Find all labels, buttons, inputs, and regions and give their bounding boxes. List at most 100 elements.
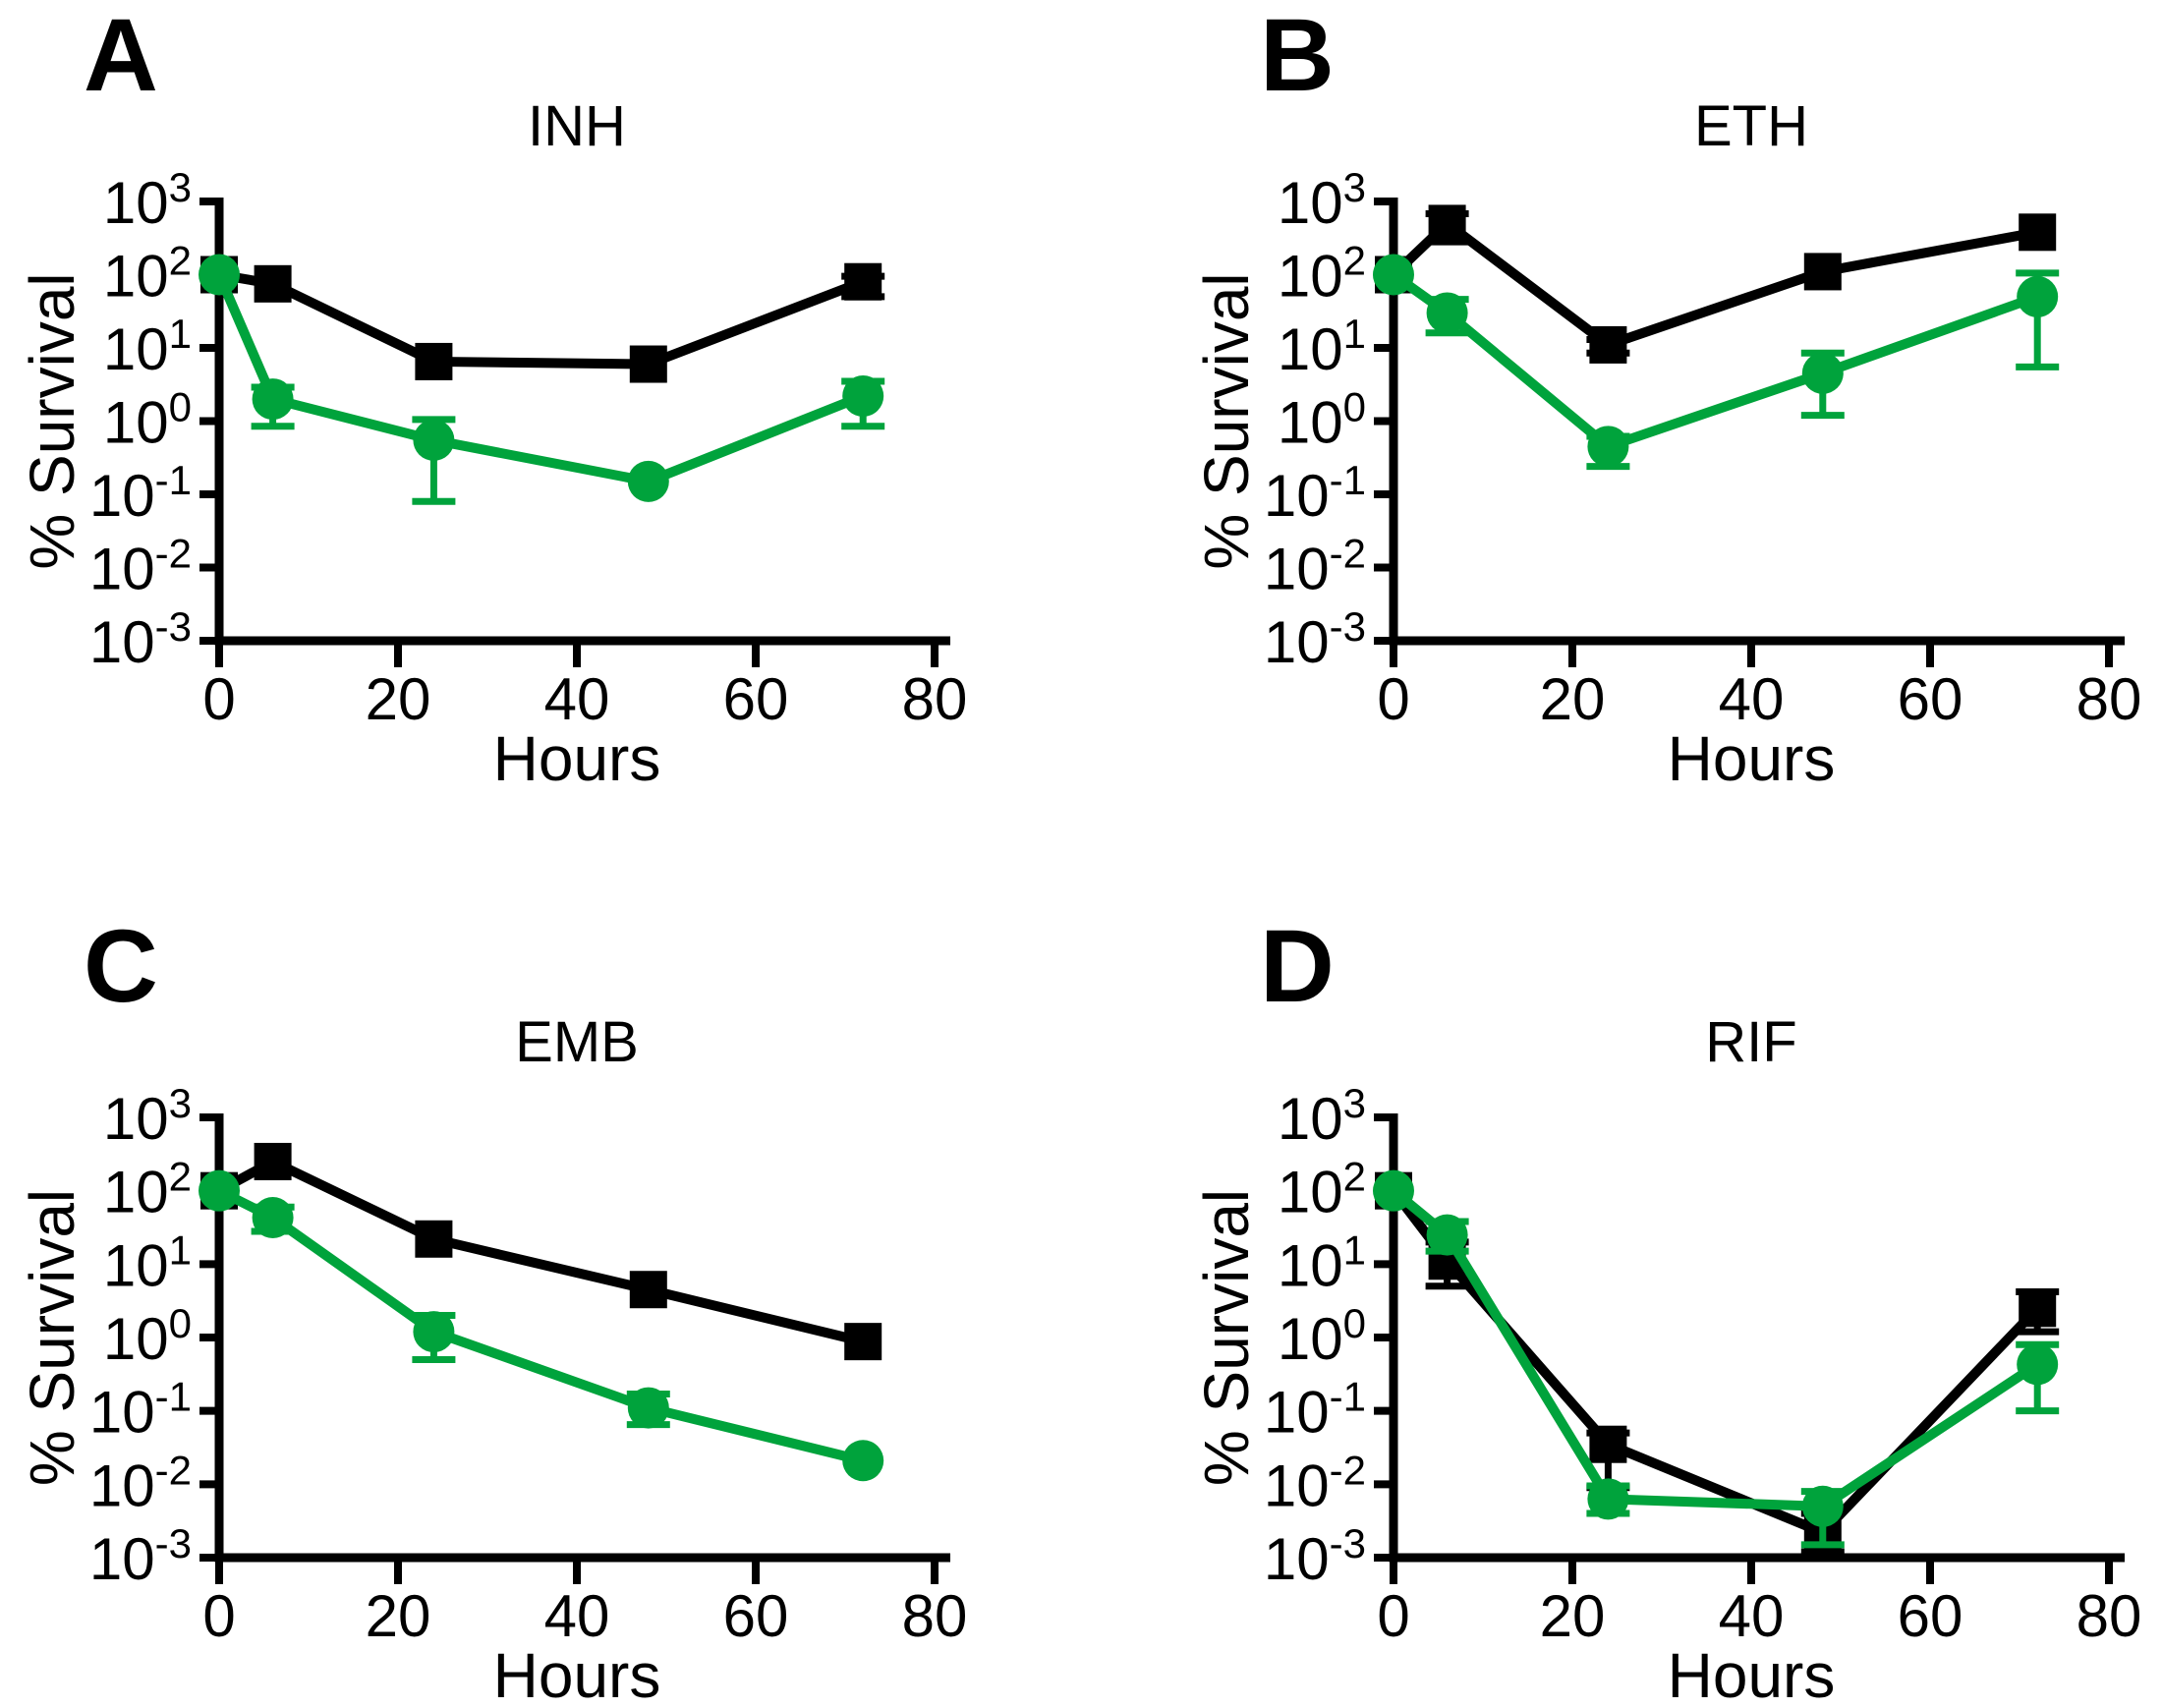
black-square-marker [1803, 253, 1842, 291]
chart-title: RIF [1705, 1010, 1796, 1074]
green-circle-marker [1373, 1169, 1414, 1212]
black-square-marker [1589, 1425, 1627, 1463]
y-tick-label: 100 [103, 384, 192, 456]
black-square-marker [254, 1142, 292, 1180]
x-tick-label: 20 [366, 1583, 431, 1649]
series-black-squares [200, 1142, 882, 1361]
x-tick-label: 40 [544, 666, 610, 732]
x-tick-label: 80 [2077, 666, 2142, 732]
y-tick-label: 10-3 [89, 603, 192, 675]
y-tick-label: 103 [1278, 1080, 1366, 1152]
series-line [1391, 270, 2039, 452]
black-square-marker [254, 264, 292, 303]
black-square-marker [2019, 1289, 2057, 1328]
y-axis-label: % Survival [1191, 272, 1262, 569]
x-axis-label: Hours [493, 1640, 661, 1708]
black-square-marker [2019, 213, 2057, 252]
y-tick-label: 10-2 [89, 531, 192, 602]
y-tick-label: 101 [103, 1226, 192, 1298]
x-axis-label: Hours [493, 723, 661, 794]
y-tick-label: 10-2 [1264, 1447, 1366, 1518]
green-circle-marker [2017, 275, 2059, 317]
y-tick-label: 100 [1278, 384, 1366, 456]
series-line [1390, 1186, 2040, 1511]
y-axis-label: % Survival [17, 1189, 87, 1486]
y-tick-label: 101 [103, 311, 192, 382]
panel-d: D RIF 103 102 101 100 10-1 10-2 10-3 0 20 40 60 80 Hou… [1081, 854, 2162, 1708]
y-axis-label: % Survival [17, 272, 87, 569]
black-square-marker [415, 1220, 453, 1258]
series-green-circles [1373, 254, 2060, 471]
green-circle-marker [1587, 1478, 1629, 1520]
y-tick-label: 103 [103, 1080, 192, 1152]
x-tick-label: 0 [1377, 1583, 1409, 1649]
y-tick-label: 10-1 [89, 1374, 192, 1446]
green-circle-marker [1587, 426, 1629, 468]
series-black-squares [1375, 1171, 2060, 1556]
x-tick-label: 20 [1540, 1583, 1606, 1649]
green-circle-marker [413, 1311, 455, 1353]
panel-b: B ETH 103 102 101 100 10-1 10-2 10-3 0 20 40 60 80 Hou… [1081, 0, 2162, 854]
black-square-marker [1589, 325, 1627, 364]
series-black-squares [200, 256, 885, 383]
green-circle-marker [627, 1387, 669, 1429]
panel-letter: C [84, 909, 158, 1024]
series-green-circles [199, 1169, 884, 1482]
series-line [218, 269, 865, 370]
green-circle-marker [1373, 254, 1414, 296]
y-tick-label: 100 [103, 1300, 192, 1372]
y-tick-label: 102 [103, 238, 192, 310]
y-tick-label: 10-3 [89, 1520, 192, 1592]
green-circle-marker [842, 374, 884, 417]
series-line [1390, 1187, 2041, 1539]
x-tick-label: 40 [544, 1583, 610, 1649]
green-circle-marker [252, 1197, 294, 1239]
green-circle-marker [627, 460, 669, 502]
x-tick-label: 0 [202, 1583, 235, 1649]
green-circle-marker [2017, 1343, 2059, 1386]
y-tick-label: 10-2 [89, 1447, 192, 1518]
series-line [216, 1186, 865, 1466]
y-tick-label: 101 [1278, 1226, 1366, 1298]
black-square-marker [415, 342, 453, 380]
green-circle-marker [842, 1440, 884, 1482]
chart-title: INH [528, 94, 626, 158]
y-tick-label: 102 [103, 1154, 192, 1225]
y-tick-label: 10-1 [1264, 1374, 1366, 1446]
green-circle-marker [199, 254, 240, 296]
green-circle-marker [1426, 292, 1468, 334]
y-axis-label: % Survival [1191, 1189, 1262, 1486]
x-tick-label: 80 [902, 666, 968, 732]
panel-letter: A [84, 0, 158, 113]
series-green-circles [199, 254, 885, 505]
y-tick-label: 103 [103, 164, 192, 236]
x-tick-label: 0 [202, 666, 235, 732]
y-tick-label: 103 [1278, 164, 1366, 236]
x-tick-label: 80 [902, 1583, 968, 1649]
y-tick-label: 10-1 [89, 457, 192, 529]
y-tick-label: 100 [1278, 1300, 1366, 1372]
y-tick-label: 102 [1278, 238, 1366, 310]
chart-title: ETH [1694, 94, 1808, 158]
axes [214, 198, 950, 646]
green-circle-marker [252, 378, 294, 421]
green-circle-marker [199, 1169, 240, 1212]
x-tick-label: 20 [366, 666, 431, 732]
panel-letter: B [1260, 0, 1335, 113]
green-circle-marker [1801, 1485, 1844, 1527]
x-tick-label: 0 [1377, 666, 1409, 732]
black-square-marker [1428, 204, 1466, 243]
y-tick-label: 10-1 [1264, 457, 1366, 529]
green-circle-marker [1801, 352, 1844, 394]
black-square-marker [629, 1271, 667, 1309]
black-square-marker [629, 345, 667, 383]
y-tick-label: 10-2 [1264, 531, 1366, 602]
panel-a: A INH 103 102 101 100 10-1 10-2 10-3 0 20 40 60 80 Hou… [0, 0, 1081, 854]
x-tick-label: 60 [1898, 666, 1963, 732]
green-circle-marker [413, 419, 455, 461]
y-tick-label: 10-3 [1264, 603, 1366, 675]
